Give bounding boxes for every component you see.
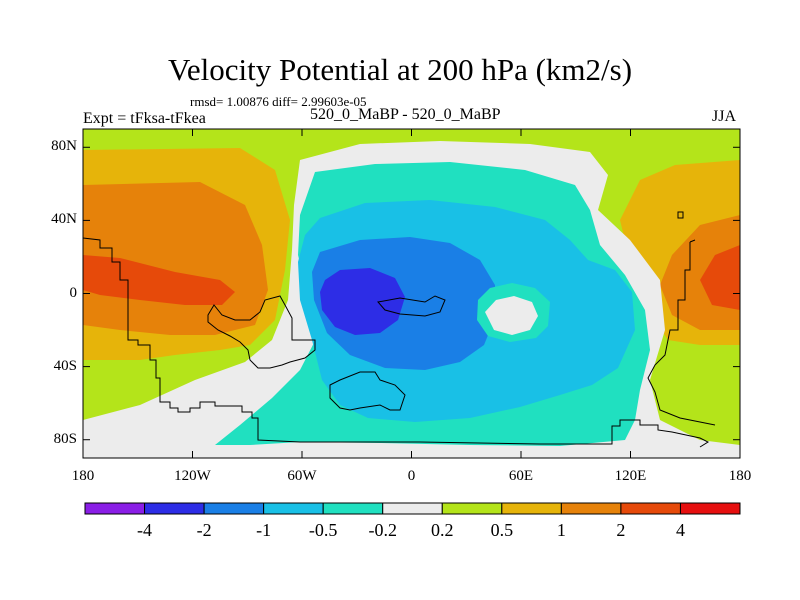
colorbar-label: 4 xyxy=(675,520,685,540)
band-2-4-west xyxy=(83,255,235,305)
coastlines xyxy=(83,211,716,448)
band-2-4-east xyxy=(700,245,740,310)
chart-title: Velocity Potential at 200 hPa (km2/s) xyxy=(167,52,633,87)
lon-tick-label: 120E xyxy=(614,468,647,484)
colorbar-label: -0.5 xyxy=(308,520,338,540)
lat-tick-label: 0 xyxy=(69,284,78,301)
coastline-east xyxy=(647,211,716,426)
lon-tick-label: 180 xyxy=(71,468,95,484)
colorbar xyxy=(84,502,741,515)
colorbar-swatch xyxy=(501,502,562,515)
colorbar-swatch xyxy=(441,502,503,515)
colorbar-label: 0.2 xyxy=(431,520,454,540)
colorbar-label: 0.5 xyxy=(490,520,514,540)
colorbar-label: -1 xyxy=(256,520,272,540)
lat-tick-label: 40S xyxy=(53,357,77,374)
colorbar-label: -2 xyxy=(196,520,212,540)
colorbar-label: 2 xyxy=(616,520,626,540)
lat-tick-label: 40N xyxy=(51,211,77,228)
coastline-central xyxy=(207,295,316,369)
lon-tick-label: 60W xyxy=(287,468,317,484)
colorbar-label: -0.2 xyxy=(368,520,397,540)
coastline-mid xyxy=(377,295,446,317)
colorbar-swatch xyxy=(203,502,265,515)
band-below-neg2 xyxy=(320,268,405,335)
lat-tick-label: 80S xyxy=(53,430,77,447)
colorbar-swatch xyxy=(560,502,622,515)
colorbar-swatch xyxy=(263,502,324,515)
colorbar-swatch xyxy=(144,502,205,515)
colorbar-swatch xyxy=(382,502,443,515)
colorbar-swatch xyxy=(84,502,146,515)
lon-tick-label: 0 xyxy=(407,468,416,484)
local-high-core xyxy=(485,296,538,335)
colorbar-swatch xyxy=(679,502,741,515)
colorbar-swatch xyxy=(322,502,384,515)
coastline-south xyxy=(329,371,406,411)
stats-label: rmsd= 1.00876 diff= 2.99603e-05 xyxy=(190,94,367,109)
lon-tick-label: 60E xyxy=(508,468,534,484)
coastline-west xyxy=(83,237,710,448)
colorbar-swatch xyxy=(620,502,681,515)
season-label: JJA xyxy=(712,108,737,125)
axis-ticks xyxy=(82,129,741,458)
lon-tick-label: 180 xyxy=(728,468,752,484)
colorbar-label: 1 xyxy=(556,520,566,540)
colorbar-label: -4 xyxy=(137,520,153,540)
lat-tick-label: 80N xyxy=(51,138,77,155)
subtitle-label: 520_0_MaBP - 520_0_MaBP xyxy=(310,106,501,123)
lon-tick-label: 120W xyxy=(174,468,211,484)
contour-field xyxy=(83,129,740,458)
experiment-label: Expt = tFksa-tFkea xyxy=(83,110,206,127)
